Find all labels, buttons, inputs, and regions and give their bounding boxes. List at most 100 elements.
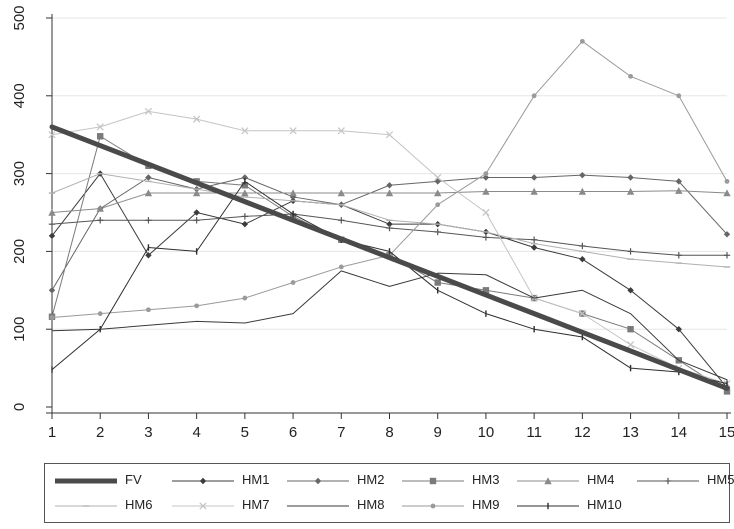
series-hm5 [48, 210, 731, 259]
series-hm7 [48, 107, 731, 388]
legend-swatch [55, 505, 117, 507]
x-tick-label: 8 [385, 424, 393, 441]
series-line-hm9 [51, 40, 728, 319]
gridlines [52, 17, 727, 330]
point-hm2 [482, 174, 490, 181]
series-lines [48, 38, 731, 395]
point-hm7 [144, 107, 153, 115]
point-hm5 [338, 217, 345, 224]
x-tick-label: 2 [96, 424, 104, 441]
y-tick-label: 100 [11, 317, 28, 342]
point-hm1 [386, 220, 393, 228]
x-tick-label: 1 [48, 424, 56, 441]
point-hm9 [146, 307, 151, 313]
x-tick-label: 12 [574, 424, 591, 441]
point-hm7 [289, 127, 297, 135]
point-hm2 [145, 174, 152, 181]
point-hm9 [49, 315, 55, 320]
point-hm9 [290, 280, 296, 285]
legend-marker [544, 477, 552, 485]
point-hm4 [675, 187, 683, 194]
point-hm5 [675, 252, 682, 259]
point-hm9 [676, 93, 682, 99]
x-tick-label: 3 [144, 424, 152, 441]
legend-swatch [172, 502, 234, 510]
legend-label: HM2 [357, 472, 385, 487]
point-hm5 [145, 217, 152, 224]
point-hm1 [145, 252, 152, 259]
legend-label: HM8 [357, 497, 385, 512]
point-hm7 [482, 208, 490, 217]
series-hm6 [48, 172, 731, 268]
point-hm7 [193, 115, 201, 123]
point-hm3 [241, 182, 249, 189]
point-hm9 [194, 303, 200, 309]
point-hm3 [723, 388, 731, 395]
point-hm4 [337, 189, 345, 197]
y-tick-label: 0 [11, 403, 28, 411]
series-hm9 [49, 38, 730, 320]
point-hm7 [48, 131, 56, 139]
point-hm4 [241, 189, 249, 197]
point-hm5 [97, 217, 104, 224]
x-tick-label: 5 [241, 424, 249, 441]
legend: FV HM1 HM2 HM3 HM4 HM5 HM6 HM7 HM8 HM9 HM10 [44, 463, 734, 523]
point-hm2 [723, 231, 731, 238]
point-hm7 [337, 127, 345, 135]
x-tick-label: 9 [434, 424, 442, 441]
point-hm7 [626, 341, 635, 349]
series-fv [49, 124, 730, 391]
point-hm5 [193, 217, 200, 224]
x-tick-label: 14 [670, 424, 687, 441]
legend-label: FV [125, 472, 142, 487]
point-hm9 [628, 73, 633, 79]
point-hm4 [626, 187, 635, 195]
point-hm1 [530, 244, 538, 251]
point-hm7 [241, 127, 249, 135]
point-hm4 [434, 189, 442, 197]
point-hm9 [579, 38, 585, 44]
x-tick-label: 4 [192, 424, 200, 441]
point-hm9 [97, 311, 103, 317]
legend-label: HM3 [472, 472, 500, 487]
point-hm3 [97, 133, 104, 140]
legend-marker [430, 503, 436, 509]
legend-swatch [172, 477, 234, 485]
y-tick-label: 200 [11, 239, 28, 264]
series-hm8 [51, 270, 728, 381]
point-hm3 [627, 326, 634, 333]
series-line-fv [49, 124, 730, 391]
point-hm5 [386, 224, 393, 232]
point-hm2 [386, 182, 393, 189]
point-hm1 [193, 209, 200, 216]
legend-swatch [402, 503, 464, 509]
legend-swatch [517, 477, 579, 485]
point-hm7 [434, 173, 442, 182]
legend-label: HM1 [242, 472, 270, 487]
point-hm7 [96, 123, 104, 131]
point-hm5 [530, 236, 538, 243]
legend-swatch [517, 502, 579, 510]
legend-label: HM9 [472, 497, 500, 512]
legend-marker [199, 502, 207, 510]
legend-marker [664, 477, 672, 485]
series-line-hm1 [51, 173, 728, 389]
point-hm9 [242, 295, 248, 301]
legend-swatch [55, 478, 117, 484]
point-hm4 [144, 189, 153, 197]
series-line-hm10 [51, 180, 728, 385]
x-tick-label: 11 [526, 424, 542, 441]
point-hm4 [578, 187, 587, 195]
point-hm4 [192, 189, 201, 197]
point-hm1 [48, 232, 56, 240]
point-hm4 [289, 189, 297, 197]
point-hm5 [723, 252, 731, 259]
legend-label: HM6 [125, 497, 153, 512]
series-hm1 [48, 170, 731, 391]
point-hm4 [482, 187, 490, 195]
y-tick-label: 500 [11, 5, 28, 30]
series-line-hm8 [51, 270, 728, 381]
legend-swatch [287, 477, 349, 485]
series-hm10 [51, 178, 728, 387]
